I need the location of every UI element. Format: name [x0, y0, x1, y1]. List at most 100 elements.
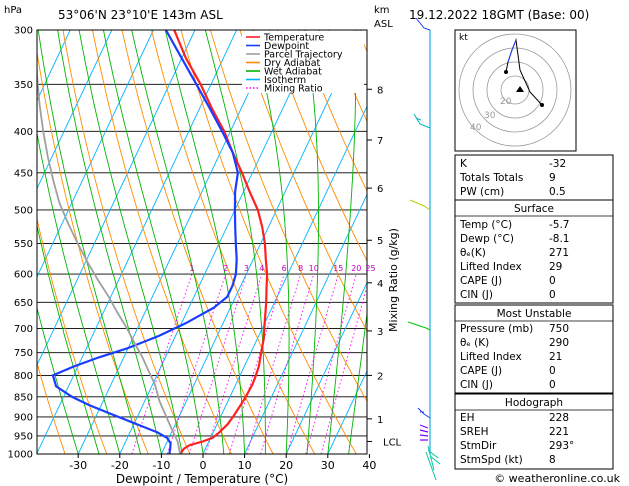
- surface-label: Temp (°C): [459, 219, 512, 231]
- dry-adiabat: [37, 217, 108, 454]
- pressure-tick-label: 850: [14, 392, 33, 403]
- surface-label: θₑ(K): [460, 247, 486, 259]
- hodo-label: SREH: [460, 426, 489, 438]
- km-tick-label: 2: [377, 371, 383, 382]
- hodograph-ring-label: 40: [470, 123, 482, 133]
- mixing-ratio-label: 2: [223, 264, 228, 273]
- hodograph-stats-title: Hodograph: [505, 397, 563, 409]
- index-value: -32: [549, 158, 566, 170]
- mu-label: Pressure (mb): [460, 323, 533, 335]
- pressure-tick-label: 600: [14, 270, 33, 281]
- mu-value: 290: [549, 337, 569, 349]
- surface-title: Surface: [514, 203, 554, 215]
- wind-barb-icon: [409, 199, 431, 211]
- mixing-ratio-label: 25: [365, 264, 375, 273]
- surface-value: 29: [549, 261, 562, 273]
- mixing-ratio-axis-label: Mixing Ratio (g/kg): [387, 228, 400, 332]
- mu-label: Lifted Index: [460, 351, 522, 363]
- pressure-tick-label: 750: [14, 348, 33, 359]
- pressure-tick-label: 950: [14, 431, 33, 442]
- wind-barb-icon: [413, 113, 431, 129]
- hodograph-ring-label: 30: [484, 111, 496, 121]
- dry-adiabat: [37, 49, 149, 454]
- wet-adiabat: [304, 30, 319, 454]
- mu-label: θₑ (K): [460, 337, 489, 349]
- index-value: 9: [549, 172, 556, 184]
- x-tick-label: 20: [279, 459, 293, 472]
- wind-profile: [407, 17, 441, 481]
- pressure-tick-label: 450: [14, 168, 33, 179]
- legend-label: Dewpoint: [264, 41, 309, 52]
- x-tick-label: -10: [152, 459, 170, 472]
- pressure-axis: 300 350 400 450 500 550 600 650 700 750 800 850 900 9…: [8, 26, 33, 461]
- background-lines: [37, 30, 367, 454]
- pressure-tick-label: 400: [14, 127, 33, 138]
- dry-adiabat: [298, 30, 367, 193]
- location-title: 53°06'N 23°10'E 143m ASL: [58, 8, 223, 22]
- legend-label: Isotherm: [264, 75, 306, 86]
- surface-value: 0: [549, 289, 556, 301]
- wind-barb-icon: [415, 17, 431, 31]
- surface-label: CIN (J): [460, 289, 493, 301]
- pressure-tick-label: 800: [14, 371, 33, 382]
- surface-value: 0: [549, 275, 556, 287]
- wet-adiabat: [131, 30, 225, 454]
- profile-dewpoint: [51, 30, 240, 454]
- wet-adiabat: [37, 30, 142, 454]
- surface-label: Dewp (°C): [460, 233, 514, 245]
- index-label: K: [460, 158, 468, 170]
- pressure-tick-label: 700: [14, 324, 33, 335]
- surface-label: CAPE (J): [460, 275, 502, 287]
- mixing-ratio-line: [246, 273, 302, 454]
- dry-adiabat: [239, 30, 367, 332]
- index-label: PW (cm): [460, 186, 504, 198]
- dry-adiabat: [92, 30, 232, 454]
- surface-value: -8.1: [549, 233, 570, 245]
- isotherm: [77, 30, 279, 454]
- isotherm: [327, 369, 367, 454]
- dry-adiabat: [180, 30, 357, 454]
- temperature-axis: -30 -20 -10 0 10 20 30 40: [69, 454, 376, 472]
- mixing-ratio-line: [228, 273, 285, 454]
- profile-temperature: [173, 30, 269, 454]
- mixing-ratio-line: [305, 273, 357, 454]
- mu-label: CIN (J): [460, 379, 493, 391]
- mu-value: 0: [549, 365, 556, 377]
- wet-adiabat: [103, 30, 204, 454]
- hodograph-point: [504, 70, 508, 74]
- mixing-ratio-line: [320, 285, 367, 454]
- pressure-tick-label: 900: [14, 412, 33, 423]
- most-unstable-panel: Most Unstable Pressure (mb) 750 θₑ (K) 2…: [454, 304, 614, 394]
- hodo-value: 228: [549, 412, 569, 424]
- km-tick-label: 7: [377, 136, 383, 147]
- asl-label: ASL: [374, 19, 393, 30]
- pressure-tick-label: 350: [14, 80, 33, 91]
- km-tick-label: 6: [377, 184, 383, 195]
- wind-barb-icon: [419, 424, 429, 441]
- pressure-tick-label: 650: [14, 298, 33, 309]
- isotherm: [37, 30, 154, 278]
- pressure-tick-label: 500: [14, 205, 33, 216]
- mu-label: CAPE (J): [460, 365, 502, 377]
- isotherm: [244, 193, 367, 454]
- isotherm: [37, 30, 113, 190]
- index-value: 0.5: [549, 186, 566, 198]
- mixing-ratio-label: 8: [298, 264, 303, 273]
- km-tick-label: 4: [377, 279, 383, 290]
- km-label: km: [374, 5, 390, 16]
- wet-adiabat: [327, 30, 357, 454]
- plot-frame: [36, 29, 368, 455]
- pressure-tick-label: 550: [14, 239, 33, 250]
- hpa-label: hPa: [4, 5, 22, 16]
- wet-adiabat: [78, 30, 183, 454]
- mu-value: 21: [549, 351, 562, 363]
- isotherm: [202, 105, 367, 454]
- profile-parcel-trajectory: [37, 54, 181, 454]
- wet-adiabat: [164, 30, 246, 454]
- legend-label: Temperature: [263, 33, 324, 44]
- wet-adiabat: [348, 310, 367, 454]
- legend-label: Parcel Trajectory: [264, 50, 343, 61]
- mixing-ratio-label: 3: [244, 264, 249, 273]
- surface-panel: Surface Temp (°C) -5.7 Dewp (°C) -8.1 θₑ…: [454, 199, 614, 304]
